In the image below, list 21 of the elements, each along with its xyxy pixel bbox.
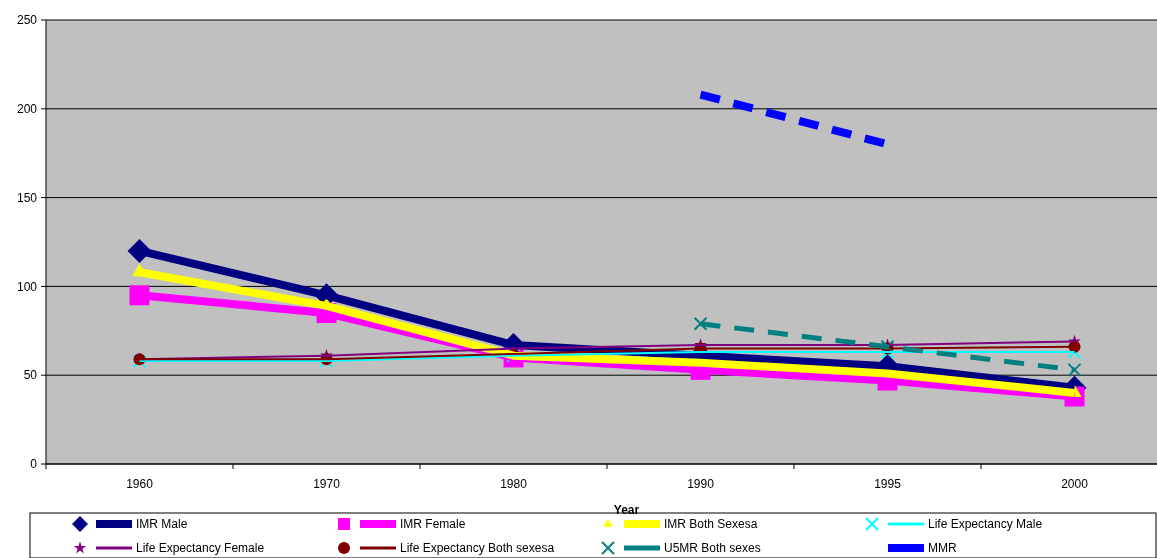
legend-label: Life Expectancy Female xyxy=(136,541,265,556)
y-tick-label: 250 xyxy=(16,13,38,28)
x-tick-label: 1980 xyxy=(500,477,528,491)
legend-label: IMR Female xyxy=(400,517,466,532)
x-tick-label: 1960 xyxy=(126,477,154,491)
legend-label: IMR Both Sexesa xyxy=(664,517,758,532)
legend-label: Life Expectancy Male xyxy=(928,517,1043,532)
y-tick-label: 100 xyxy=(16,279,38,294)
x-tick-label: 2000 xyxy=(1061,477,1089,491)
y-tick-label: 200 xyxy=(16,102,38,116)
legend-label: IMR Male xyxy=(136,517,188,532)
y-tick-label: 0 xyxy=(30,457,38,472)
legend-label: Life Expectancy Both sexesa xyxy=(400,541,555,556)
x-tick-label: 1995 xyxy=(874,477,902,491)
x-axis-title: Year xyxy=(613,503,640,517)
y-tick-label: 50 xyxy=(23,368,38,383)
legend-label: U5MR Both sexes xyxy=(664,541,761,556)
x-tick-label: 1990 xyxy=(687,477,715,491)
legend-label: MMR xyxy=(928,541,957,556)
x-tick-label: 1970 xyxy=(313,477,341,491)
y-tick-label: 150 xyxy=(16,190,38,205)
